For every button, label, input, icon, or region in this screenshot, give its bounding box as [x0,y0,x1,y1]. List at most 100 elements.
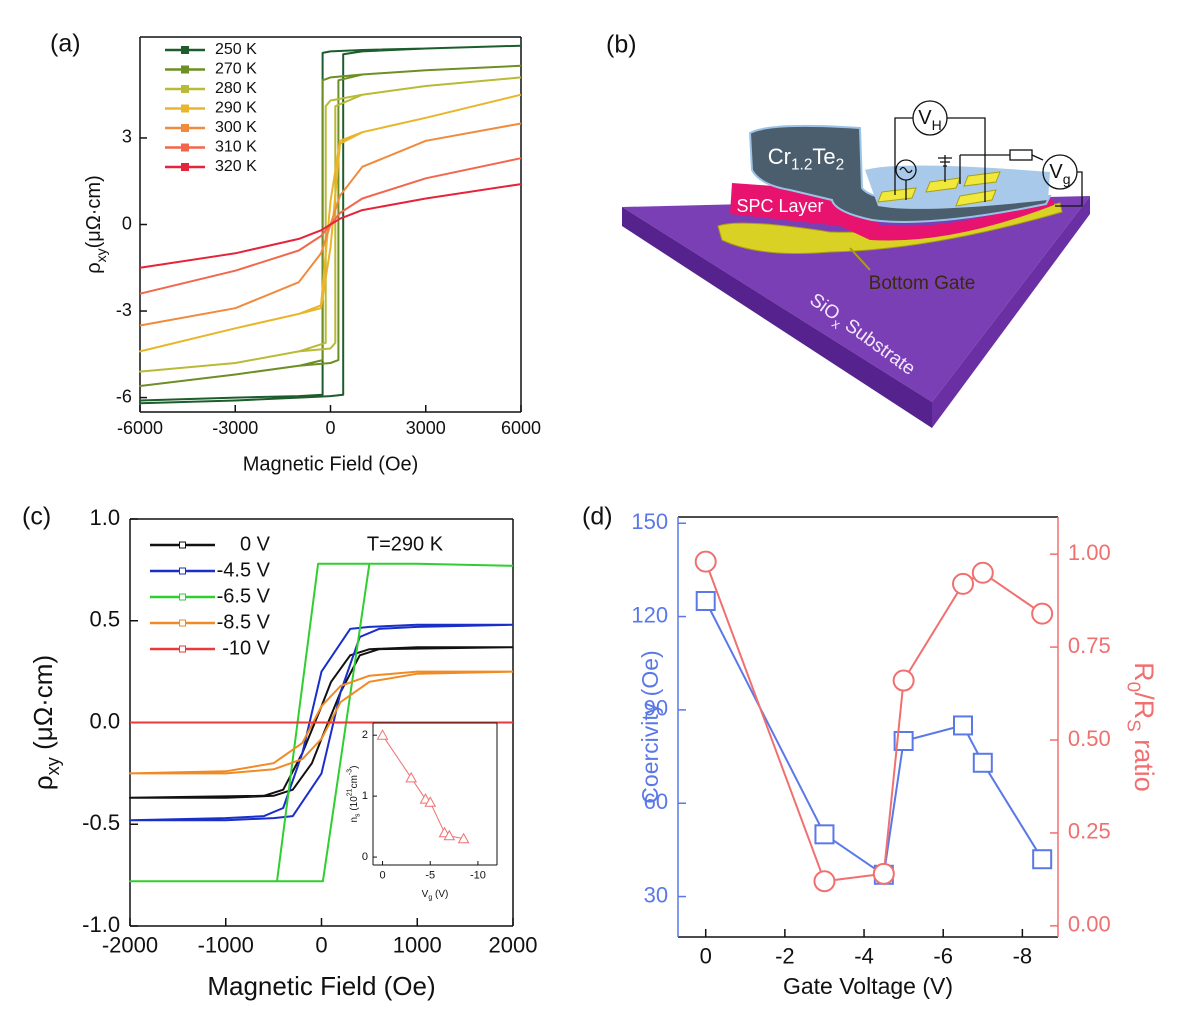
legend-label: -6.5 V [217,585,271,607]
spc-layer [730,183,1054,241]
series-line [704,561,1043,883]
text-sup: 21 [346,788,353,796]
gate-label: Bottom Gate [869,273,976,294]
legend-marker [181,143,189,152]
marker [457,832,470,844]
wire [894,117,986,202]
x-axis-label: Magnetic Field (Oe) [207,971,435,1001]
y-tick-label: 60 [644,789,668,814]
x-tick-label: -10 [470,869,486,881]
text-sub: 1.2 [791,157,812,174]
legend-label: 280 K [215,80,257,97]
bottom-gate [717,202,1063,254]
middle-layer-label: SPC Layer [736,196,823,216]
x-tick-label: -2 [775,944,795,969]
legend-label: -4.5 V [217,559,271,581]
electrode [925,177,961,193]
y-tick-label: 3 [122,127,132,147]
ac-symbol [899,166,913,174]
chart: 0 -5 -10 0 1 2 Vg (V) ns (1021cm-3) [346,722,498,901]
chart: -2000 -1000 0 1000 2000-1.0-0.50.00.51.00 V-… [22,503,537,1001]
text-part: R [1129,662,1159,682]
text-part: V [422,889,429,900]
text-sub: g [1063,171,1071,187]
electrode [955,189,997,207]
y2-tick-label: 0.25 [1068,819,1111,844]
y-tick-label: -1.0 [82,912,120,937]
legend-marker [179,567,186,575]
y-tick-label: 2 [362,729,368,741]
marker [872,862,895,885]
text-sub: xy [93,248,109,262]
x-tick-label: 0 [315,933,327,958]
marker [443,829,456,841]
y-tick-label: 120 [631,602,668,627]
legend-label: 270 K [215,61,257,78]
text-part: ρ [28,775,58,790]
legend-label: 0 V [240,533,271,555]
text-part: Cr [768,144,791,169]
series-line [129,670,514,775]
x-axis-label: Magnetic Field (Oe) [243,453,419,475]
legend-marker [181,46,189,54]
marker [892,669,915,692]
text-sup: -3 [346,769,353,775]
text-sub: H [932,117,942,133]
series-line [139,183,522,269]
y2-axis-label: R0/RS ratio [1123,662,1159,792]
panel-label: (d) [582,503,613,531]
legend-label: 250 K [215,41,257,58]
marker [814,824,835,845]
substrate-top [622,196,1090,402]
legend-marker [181,104,189,113]
legend-marker [179,541,186,549]
panel-label: (b) [606,31,637,59]
series-line [139,76,522,373]
y-axis-label: ρxy (μΩ·cm) [28,655,63,790]
y2-tick-label: 0.50 [1068,726,1111,751]
electrode [963,171,1001,187]
text-sub: 0 [1123,682,1144,693]
text-part: n [349,817,360,823]
marker [1031,602,1054,625]
legend-marker [181,65,189,74]
panel-label: (c) [22,503,51,531]
y-tick-label: -6 [116,386,132,406]
x-tick-label: -3000 [212,418,258,438]
y-axis-label: ns (1021cm-3) [346,765,361,822]
legend-label: -10 V [222,637,270,659]
text-sub: s [354,813,361,817]
marker [952,572,974,595]
legend-label: 290 K [215,100,257,117]
x-tick-label: -8 [1013,944,1033,969]
text-part: (μΩ·cm) [83,175,105,248]
text-part: /R [1129,692,1159,719]
voltmeter [912,100,948,136]
x-tick-label: -6000 [117,418,163,438]
x-tick-label: -4 [854,944,874,969]
circuit [894,100,1083,207]
x-tick-label: 0 [325,418,335,438]
y-tick-label: 0 [122,213,132,233]
text-sub: g [428,894,432,901]
y2-tick-label: 0.00 [1068,912,1111,937]
top-layer-label: Cr1.2Te2 [768,144,844,174]
text-sub: S [1123,719,1144,732]
cr-te-flake [748,124,1052,223]
legend-label: 310 K [215,139,257,156]
marker [424,796,437,807]
marker [405,771,418,783]
y-tick-label: 0.0 [90,708,121,733]
y2-tick-label: 0.75 [1068,633,1111,658]
x-tick-label: -6 [933,944,953,969]
text-part: ρ [83,262,105,273]
legend-marker [181,163,189,171]
chart: -6000 -3000 0 3000 6000 -6 -3 0 3 250 K 270 K 280 K… [50,30,541,476]
annotation: T=290 K [367,533,444,555]
series-line [139,93,522,353]
y-tick-label: -0.5 [82,810,120,835]
x-tick-label: 0 [700,944,712,969]
x-axis-label: Gate Voltage (V) [783,973,953,999]
series-line [704,600,1044,876]
x-tick-label: 3000 [406,418,446,438]
